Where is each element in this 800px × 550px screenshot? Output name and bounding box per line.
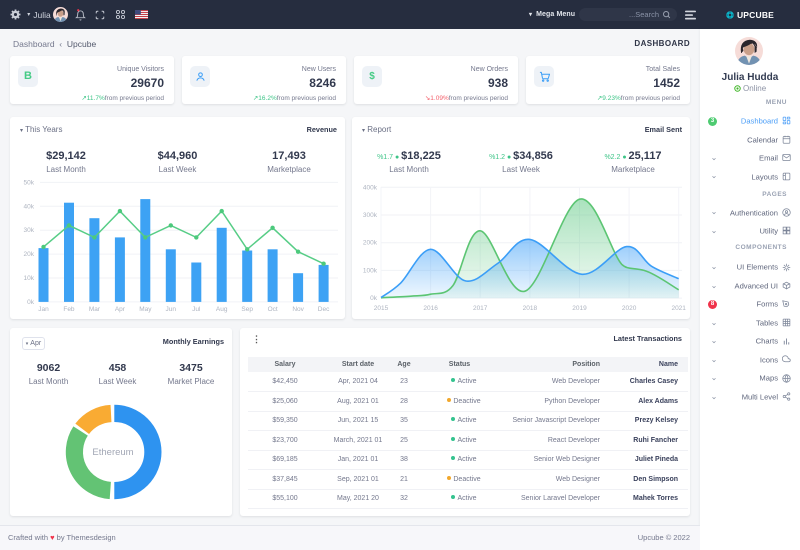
svg-text:50k: 50k <box>24 179 35 186</box>
svg-text:100k: 100k <box>363 267 378 274</box>
svg-text:0k: 0k <box>27 299 35 306</box>
svg-text:10k: 10k <box>24 275 35 282</box>
svg-text:2015: 2015 <box>374 305 389 312</box>
svg-text:2018: 2018 <box>523 305 538 312</box>
svg-text:200k: 200k <box>363 240 378 247</box>
svg-text:2016: 2016 <box>423 305 438 312</box>
svg-text:Mar: Mar <box>89 306 101 313</box>
svg-text:Aug: Aug <box>216 306 228 313</box>
svg-text:30k: 30k <box>24 227 35 234</box>
svg-text:300k: 300k <box>363 212 378 219</box>
svg-text:Jun: Jun <box>166 306 177 313</box>
svg-text:20k: 20k <box>24 251 35 258</box>
svg-text:2019: 2019 <box>572 305 587 312</box>
svg-text:2020: 2020 <box>622 305 637 312</box>
svg-text:Sep: Sep <box>241 306 253 313</box>
svg-text:400k: 400k <box>363 184 378 191</box>
svg-text:Apr: Apr <box>115 306 126 313</box>
svg-text:Ethereum: Ethereum <box>93 447 134 458</box>
svg-text:Nov: Nov <box>292 306 304 313</box>
svg-text:Feb: Feb <box>63 306 75 313</box>
svg-text:0k: 0k <box>370 295 378 302</box>
svg-text:Jan: Jan <box>38 306 49 313</box>
svg-text:40k: 40k <box>24 203 35 210</box>
svg-text:May: May <box>139 306 152 313</box>
svg-text:Dec: Dec <box>318 306 330 313</box>
svg-text:2017: 2017 <box>473 305 488 312</box>
svg-text:2021: 2021 <box>671 305 686 312</box>
svg-text:Oct: Oct <box>268 306 278 313</box>
svg-text:Jul: Jul <box>192 306 201 313</box>
